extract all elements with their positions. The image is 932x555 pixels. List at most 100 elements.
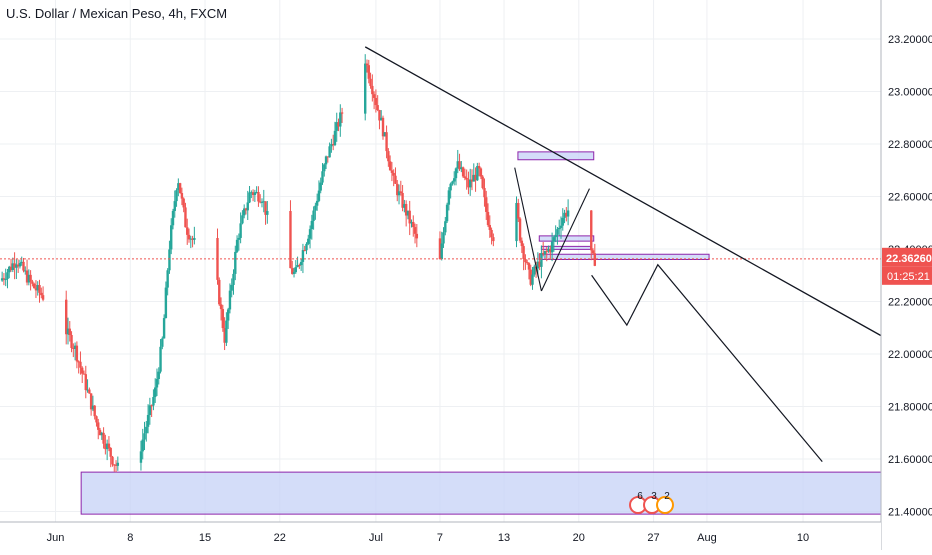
candle-body <box>82 373 86 375</box>
candle-body <box>590 210 593 251</box>
candle-body <box>146 414 150 427</box>
candle-body <box>474 174 477 181</box>
candle-body <box>390 170 394 173</box>
x-tick-label: 7 <box>437 532 443 544</box>
candle-body <box>485 197 488 212</box>
candle-body <box>392 172 395 176</box>
candle-body <box>79 361 82 368</box>
candle-body <box>331 144 335 146</box>
x-tick-label: Jul <box>369 532 383 544</box>
candle-body <box>264 201 267 215</box>
candle-body <box>221 309 225 329</box>
candle-body <box>88 389 91 394</box>
candle-body <box>260 201 264 203</box>
candle-body <box>323 164 326 172</box>
candle-body <box>558 227 561 230</box>
candle-body <box>114 464 118 466</box>
candle-body <box>367 65 370 79</box>
candle-body <box>406 210 410 216</box>
candle-body <box>189 238 192 240</box>
candle-body <box>6 272 9 280</box>
candle-body <box>40 292 43 296</box>
candle-body <box>552 237 556 242</box>
candle-body <box>164 287 168 319</box>
candle-body <box>139 451 143 463</box>
candle-body <box>113 464 116 466</box>
candle-body <box>219 304 223 310</box>
candles <box>0 54 597 473</box>
candle-body <box>18 263 22 267</box>
x-tick-label: 15 <box>199 532 211 544</box>
candle-body <box>41 295 45 300</box>
candle-body <box>107 443 111 448</box>
candle-body <box>460 167 463 170</box>
candle-body <box>72 347 75 349</box>
y-tick-label: 23.20000 <box>888 34 932 46</box>
candle-body <box>89 393 93 410</box>
candle-body <box>232 273 235 285</box>
event-badge-count: 2 <box>664 491 670 502</box>
candle-body <box>250 192 253 194</box>
candle-body <box>246 202 249 211</box>
candle-body <box>301 250 305 262</box>
candle-body <box>166 270 169 288</box>
zone-rect <box>80 471 882 515</box>
candle-body <box>15 264 18 268</box>
candle-body <box>563 212 566 218</box>
x-tick-label: 20 <box>573 532 585 544</box>
candle-body <box>241 215 244 224</box>
candle-body <box>412 221 415 228</box>
x-tick-label: 10 <box>797 532 809 544</box>
candle-body <box>223 328 226 343</box>
candle-body <box>453 178 456 182</box>
candle-body <box>239 223 242 238</box>
y-tick-label: 22.80000 <box>888 139 932 151</box>
candle-body <box>438 238 442 260</box>
candle-body <box>171 210 175 226</box>
candle-body <box>65 299 68 335</box>
candle-body <box>470 179 474 182</box>
candle-body <box>440 243 443 260</box>
candle-body <box>95 416 98 423</box>
candle-body <box>11 263 15 270</box>
candle-body <box>0 278 4 281</box>
candle-body <box>447 190 451 205</box>
candle-body <box>4 279 7 281</box>
candle-body <box>330 144 333 147</box>
event-badge-count: 3 <box>651 491 657 502</box>
candle-body <box>307 238 310 244</box>
candle-body <box>105 443 109 450</box>
candle-body <box>191 238 194 240</box>
candle-body <box>141 439 144 452</box>
candle-body <box>397 191 401 196</box>
candle-body <box>372 94 376 98</box>
candle-body <box>193 238 196 240</box>
candle-body <box>159 346 162 372</box>
candle-body <box>230 284 233 291</box>
x-tick-label: Aug <box>697 532 717 544</box>
candle-body <box>38 285 41 293</box>
candle-body <box>73 345 77 349</box>
candle-body <box>66 328 70 335</box>
candle-body <box>518 218 522 241</box>
candle-body <box>235 239 239 252</box>
candle-body <box>305 243 308 251</box>
candle-body <box>257 192 260 202</box>
event-badge[interactable]: 2 <box>656 491 674 514</box>
candle-body <box>404 203 408 216</box>
candle-body <box>234 251 237 274</box>
event-badge[interactable]: 3 <box>643 491 661 514</box>
candle-body <box>175 190 178 202</box>
projection-path <box>591 263 823 463</box>
zones <box>80 151 882 515</box>
event-badge-circle[interactable] <box>656 496 674 514</box>
candle-body <box>385 132 388 152</box>
countdown-badge <box>882 266 932 285</box>
candle-body <box>533 266 536 275</box>
candle-body <box>36 285 39 291</box>
candle-body <box>388 161 392 171</box>
candle-body <box>415 233 419 239</box>
